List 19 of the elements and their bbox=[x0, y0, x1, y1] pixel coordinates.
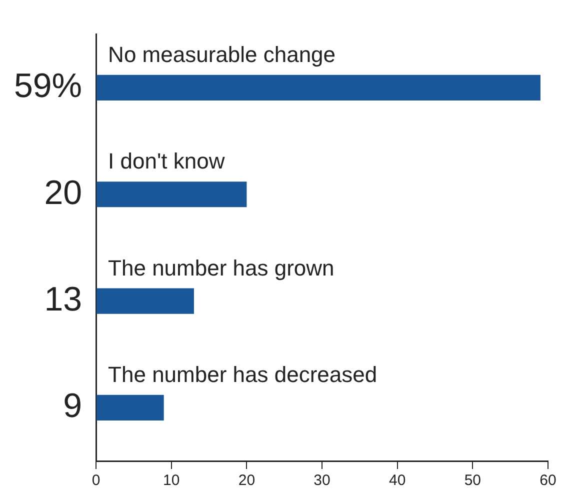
data-label: 59% bbox=[14, 67, 82, 106]
y-tick-label: The number has decreased bbox=[108, 362, 378, 387]
data-label: 9 bbox=[63, 387, 82, 426]
x-tick-label: 50 bbox=[464, 472, 482, 490]
x-tick-label: 40 bbox=[389, 472, 406, 490]
y-tick-label: The number has grown bbox=[108, 255, 334, 280]
y-tick-label: I don't know bbox=[108, 148, 225, 174]
x-tick-label: 0 bbox=[92, 472, 100, 490]
bar bbox=[96, 74, 540, 101]
bar bbox=[96, 288, 194, 314]
data-label: 13 bbox=[44, 280, 82, 318]
x-tick-label: 10 bbox=[163, 472, 180, 490]
y-tick-label: No measurable change bbox=[108, 42, 336, 67]
x-tick-label: 30 bbox=[314, 472, 330, 490]
x-tick-label: 20 bbox=[238, 472, 256, 490]
bar bbox=[96, 394, 164, 420]
x-tick-label: 60 bbox=[540, 472, 556, 490]
bar bbox=[96, 182, 247, 208]
data-label: 20 bbox=[44, 174, 82, 212]
